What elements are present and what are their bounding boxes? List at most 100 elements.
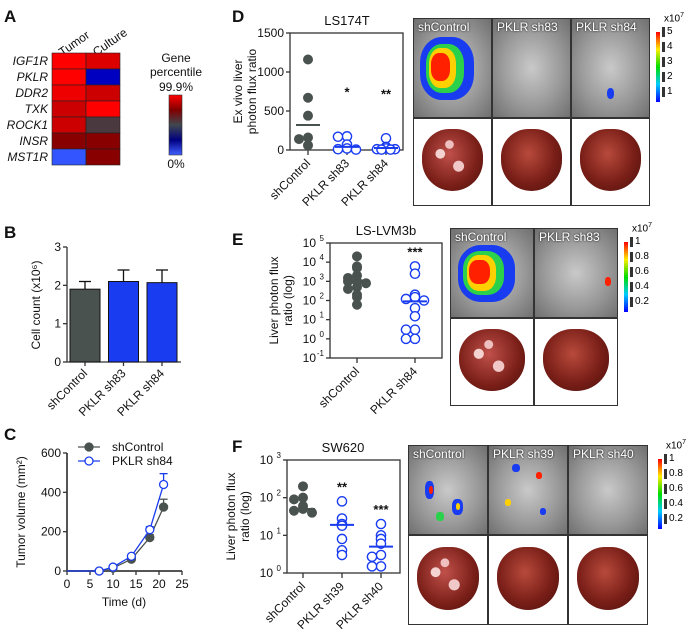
- data-point: [303, 92, 314, 103]
- heatmap-cell: [51, 148, 87, 166]
- bioluminescence-image: PKLR sh83: [492, 18, 571, 118]
- legend-marker: [84, 442, 94, 452]
- data-point: [298, 481, 309, 492]
- y-tick-label: 600: [41, 446, 61, 460]
- data-point: [376, 144, 387, 155]
- liver-photo: [408, 535, 488, 625]
- heatmap-cell: [85, 100, 121, 118]
- y-tick-label: 3: [54, 240, 61, 254]
- data-point: [336, 496, 348, 507]
- data-point: [341, 143, 353, 154]
- data-point: [336, 549, 348, 561]
- colorbar-tick-label: 0.4: [664, 499, 683, 509]
- data-point: [409, 310, 421, 322]
- y-axis-label: photon flux ratio: [245, 48, 259, 134]
- heatmap-cell: [51, 100, 87, 118]
- image-label: PKLR sh40: [573, 447, 634, 461]
- data-point: [343, 283, 354, 294]
- data-point: [380, 132, 392, 144]
- heatmap-cell: [85, 84, 121, 102]
- y-tick-label: 2: [54, 278, 61, 292]
- heatmap-cell: [85, 132, 121, 150]
- bioluminescence-image: shControl: [413, 18, 492, 118]
- y-tick-label: 10: [260, 453, 274, 467]
- heatmap-cell: [51, 52, 87, 70]
- liver-shape: [496, 546, 560, 610]
- data-point: [409, 291, 421, 303]
- data-point: [303, 140, 314, 151]
- significance-marker: ***: [407, 244, 423, 259]
- data-point: [352, 299, 363, 310]
- y-axis-label: Tumor volume (mm²): [14, 456, 28, 568]
- data-point: [145, 525, 155, 535]
- y-tick-label: 10: [260, 566, 274, 580]
- colorbar-tick-label: 1: [630, 237, 641, 247]
- heatmap-cell: [85, 68, 121, 86]
- data-point: [332, 131, 344, 143]
- chart-title: SW620: [322, 440, 365, 455]
- data-point: [108, 562, 118, 572]
- colorbar-tick-label: 1: [662, 87, 673, 97]
- image-label: shControl: [413, 447, 465, 461]
- y-tick-exponent: 5: [320, 234, 325, 243]
- y-tick-exponent: 2: [277, 489, 282, 498]
- data-point: [375, 518, 387, 530]
- heatmap-colorbar: [168, 94, 183, 156]
- significance-marker: **: [337, 479, 348, 494]
- bioluminescence-image: PKLR sh83: [534, 228, 618, 318]
- data-point: [336, 533, 348, 545]
- data-point: [158, 502, 169, 512]
- y-tick-label: 10: [260, 491, 274, 505]
- image-label: PKLR sh39: [493, 447, 554, 461]
- y-axis-label: Liver photon flux: [224, 472, 238, 560]
- signal-blob: [539, 507, 546, 515]
- y-axis-label: Liver photon flux: [267, 256, 281, 344]
- colorbar-tick-label: 0.8: [664, 469, 683, 479]
- x-tick-label: 5: [87, 577, 94, 591]
- heatmap-cell: [51, 132, 87, 150]
- colorbar-title: percentile: [150, 65, 202, 79]
- colorbar-max-label: 99.9%: [159, 80, 193, 94]
- bar: [69, 288, 101, 363]
- significance-marker: *: [344, 84, 350, 99]
- liver-shape: [500, 129, 563, 192]
- colorbar-tick-label: 1: [664, 454, 675, 464]
- data-point: [126, 551, 137, 561]
- y-axis-label: ratio (log): [238, 491, 252, 542]
- intensity-colorbar: [656, 32, 660, 102]
- panel-label-e: E: [232, 230, 243, 249]
- liver-photo: [492, 118, 571, 206]
- signal-blob: [455, 503, 461, 511]
- x-tick-label: 15: [129, 577, 143, 591]
- colorbar-unit-exponent: 7: [648, 222, 653, 229]
- colorbar-unit: x107: [632, 222, 652, 234]
- data-point: [352, 251, 363, 262]
- significance-marker: **: [381, 86, 392, 101]
- y-tick-label: 10: [303, 313, 317, 327]
- legend-marker: [84, 456, 94, 466]
- significance-marker: ***: [373, 502, 389, 517]
- y-tick-label: 1000: [257, 65, 284, 79]
- y-tick-exponent: 0: [277, 564, 282, 573]
- colorbar-tick-label: 3: [662, 57, 673, 67]
- colorbar-tick-label: 5: [662, 27, 673, 37]
- liver-shape: [576, 546, 640, 610]
- heatmap-row-label: TXK: [25, 102, 49, 116]
- liver-shape: [421, 129, 484, 192]
- colorbar-tick-label: 0.4: [630, 282, 649, 292]
- colorbar-unit-base: x10: [666, 440, 683, 452]
- panel-label-d: D: [232, 7, 244, 26]
- y-tick-label: 10: [303, 294, 317, 308]
- liver-photo: [413, 118, 492, 206]
- bioluminescence-image: PKLR sh39: [488, 445, 568, 535]
- colorbar-tick-label: 4: [662, 42, 673, 52]
- colorbar-tick-label: 0.8: [630, 252, 649, 262]
- liver-photo: [571, 118, 650, 206]
- colorbar-tick-label: 0.6: [664, 484, 683, 494]
- bioluminescence-image: shControl: [408, 445, 488, 535]
- chart-title: LS174T: [324, 13, 370, 28]
- y-tick-label: 10: [303, 351, 317, 365]
- x-tick-label: 10: [106, 577, 120, 591]
